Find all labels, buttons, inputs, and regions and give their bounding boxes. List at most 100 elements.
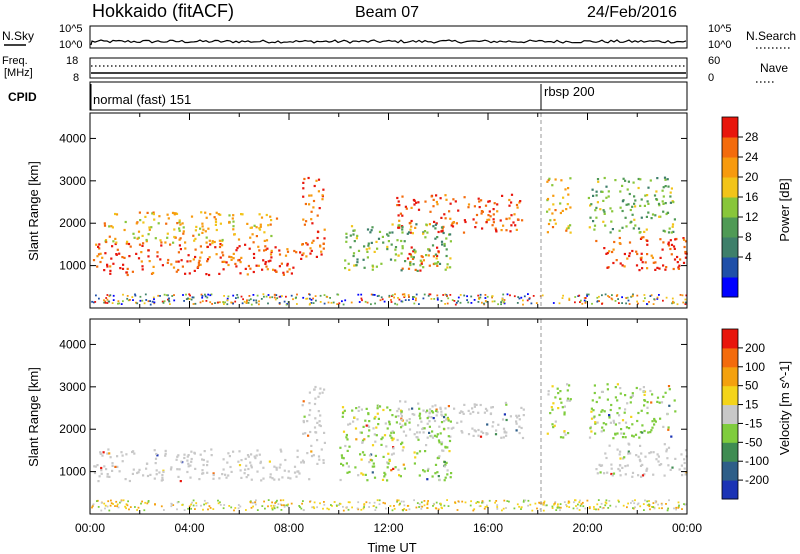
scatter-cell <box>563 411 566 414</box>
scatter-cell <box>650 401 653 404</box>
scatter-cell <box>177 268 180 272</box>
scatter-cell <box>412 263 415 266</box>
scatter-cell <box>419 264 422 267</box>
scatter-cell <box>280 509 283 511</box>
scatter-cell <box>275 501 278 503</box>
scatter-cell <box>322 188 325 191</box>
scatter-cell <box>295 296 297 299</box>
scatter-cell <box>656 298 659 300</box>
scatter-cell <box>356 234 359 237</box>
scatter-cell <box>309 430 312 434</box>
scatter-cell <box>363 245 366 248</box>
scatter-cell <box>633 195 636 198</box>
scatter-cell <box>175 260 178 263</box>
colorbar-tick-label: 100 <box>745 360 765 374</box>
scatter-cell <box>310 450 313 453</box>
y-tick-label: 1000 <box>59 465 86 479</box>
scatter-cell <box>641 474 645 477</box>
scatter-cell <box>637 455 640 458</box>
scatter-cell <box>653 507 656 510</box>
scatter-cell <box>155 473 158 476</box>
scatter-cell <box>310 249 313 252</box>
scatter-cell <box>515 414 518 417</box>
scatter-cell <box>358 406 361 409</box>
scatter-cell <box>428 420 431 423</box>
scatter-cell <box>264 262 267 265</box>
scatter-cell <box>473 299 476 301</box>
scatter-cell <box>656 400 659 403</box>
scatter-cell <box>426 501 429 504</box>
scatter-cell <box>676 261 679 264</box>
scatter-cell <box>450 224 453 227</box>
scatter-cell <box>267 505 269 508</box>
scatter-cell <box>368 247 371 250</box>
colorbar-tick-label: 12 <box>745 210 759 224</box>
scatter-cell <box>244 267 247 270</box>
scatter-cell <box>219 501 221 504</box>
scatter-cell <box>521 436 525 440</box>
scatter-cell <box>451 225 455 228</box>
scatter-cell <box>246 454 250 457</box>
scatter-cell <box>114 237 117 240</box>
scatter-cell <box>611 474 614 477</box>
scatter-cell <box>306 452 309 455</box>
scatter-cell <box>652 303 655 305</box>
scatter-cell <box>494 227 497 230</box>
scatter-cell <box>431 244 435 247</box>
scatter-cell <box>588 436 592 439</box>
scatter-cell <box>459 294 462 296</box>
scatter-cell <box>412 256 415 259</box>
scatter-cell <box>543 502 545 504</box>
x-tick-label: 00:00 <box>75 521 105 535</box>
scatter-cell <box>432 198 435 201</box>
scatter-cell <box>647 431 650 434</box>
scatter-cell <box>421 505 424 508</box>
scatter-cell <box>159 295 161 297</box>
scatter-cell <box>557 392 560 395</box>
scatter-cell <box>303 415 306 418</box>
scatter-cell <box>311 241 314 244</box>
scatter-cell <box>277 503 280 505</box>
scatter-cell <box>224 473 227 476</box>
scatter-cell <box>160 241 163 244</box>
scatter-cell <box>670 231 673 234</box>
scatter-cell <box>123 228 126 232</box>
scatter-cell <box>398 422 402 425</box>
scatter-cell <box>547 179 550 182</box>
scatter-cell <box>440 413 443 416</box>
scatter-cell <box>126 273 129 277</box>
scatter-cell <box>587 196 590 200</box>
scatter-cell <box>479 505 482 507</box>
scatter-cell <box>405 419 408 422</box>
scatter-cell <box>453 407 456 410</box>
scatter-cell <box>642 236 645 239</box>
scatter-cell <box>646 467 649 470</box>
scatter-cell <box>372 505 375 507</box>
scatter-cell <box>311 506 313 509</box>
scatter-cell <box>161 300 164 303</box>
scatter-cell <box>372 293 374 296</box>
scatter-cell <box>258 300 260 303</box>
scatter-cell <box>236 246 239 250</box>
scatter-cell <box>135 301 137 304</box>
scatter-cell <box>408 508 411 511</box>
scatter-cell <box>221 473 224 476</box>
scatter-cell <box>401 267 404 270</box>
scatter-cell <box>551 505 554 508</box>
scatter-cell <box>665 448 668 451</box>
scatter-cell <box>287 476 290 479</box>
scatter-cell <box>165 222 168 225</box>
scatter-cell <box>141 234 144 237</box>
scatter-cell <box>235 265 238 268</box>
scatter-cell <box>618 302 620 304</box>
scatter-cell <box>463 294 466 297</box>
scatter-cell <box>148 260 151 263</box>
scatter-cell <box>129 506 132 508</box>
scatter-cell <box>531 509 534 512</box>
scatter-cell <box>450 427 453 430</box>
scatter-cell <box>546 231 549 234</box>
scatter-cell <box>440 216 443 219</box>
scatter-cell <box>415 223 418 226</box>
scatter-cell <box>561 209 564 212</box>
scatter-cell <box>238 245 241 248</box>
